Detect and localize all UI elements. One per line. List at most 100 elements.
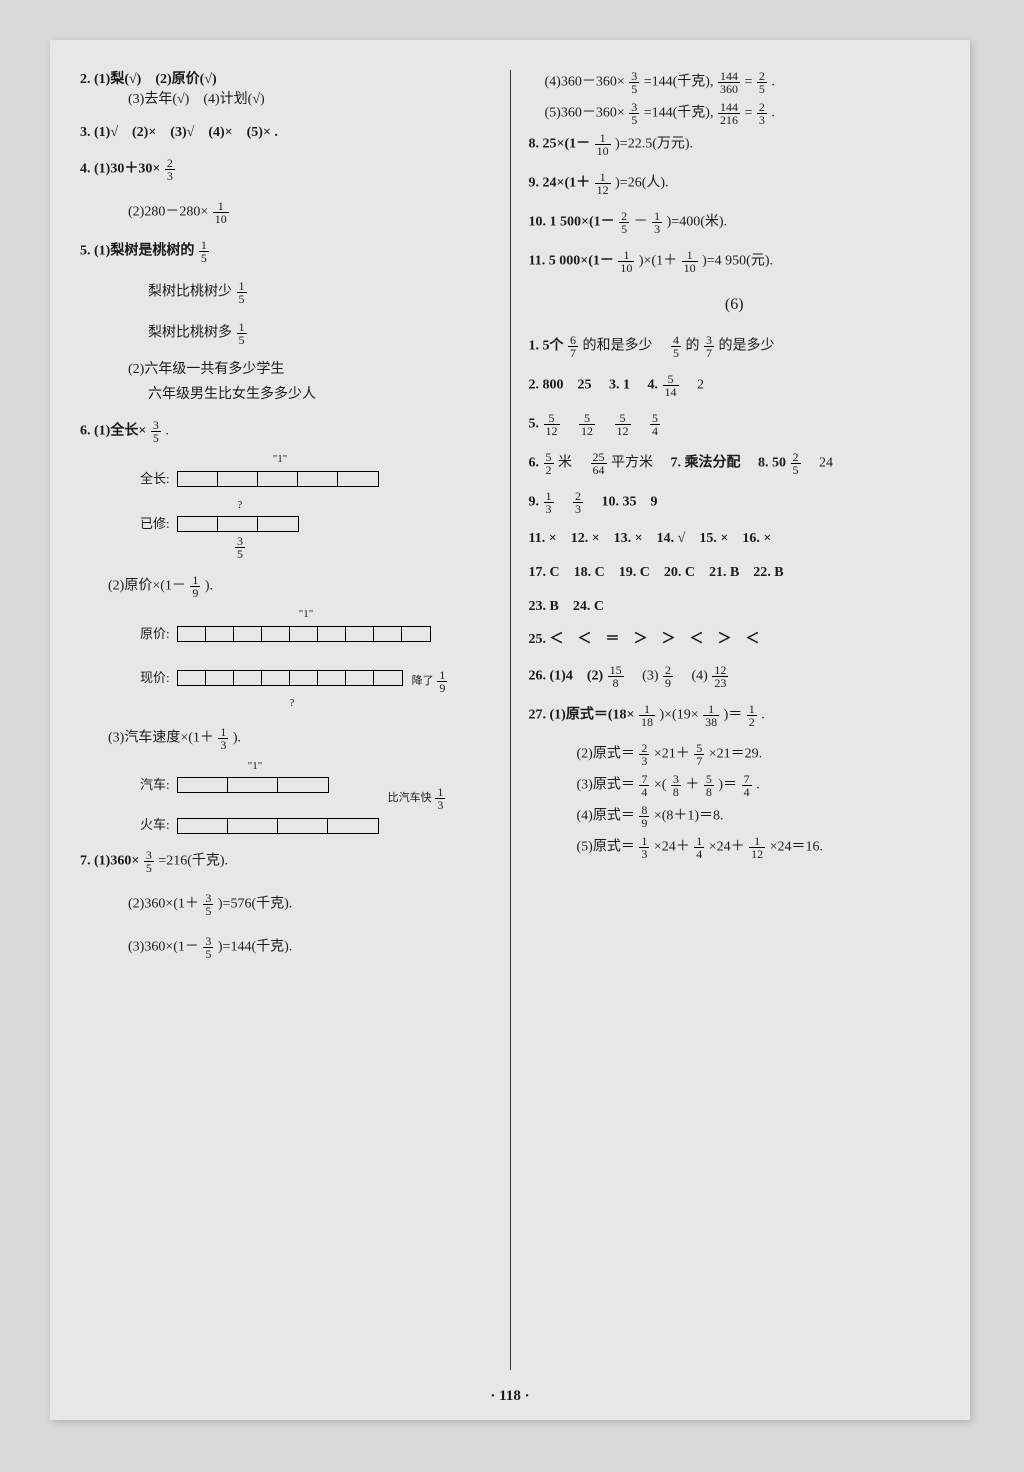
- t: )=4 950(元).: [702, 254, 773, 269]
- diagram-1: "1" 全长: ? 已修: 35: [140, 452, 492, 560]
- q7-3a: (3)360×(1－: [128, 939, 199, 954]
- section-6-header: (6): [529, 294, 941, 316]
- q7-3: (3)360×(1－ 35 )=144(千克).: [80, 935, 492, 960]
- frac: 15: [199, 239, 209, 264]
- bar-done: [177, 516, 299, 532]
- t: )=26(人).: [615, 176, 668, 191]
- bar-full: [177, 471, 379, 487]
- t: )＝: [718, 777, 737, 792]
- q6-2b: ).: [205, 579, 213, 594]
- s6-q27-2: (2)原式＝ 23 ×21＋ 57 ×21＝29.: [529, 742, 941, 767]
- label-now: 现价:: [140, 669, 170, 687]
- s6-q6-8: 6. 52 米 2564 平方米 7. 乘法分配 8. 50 25 24: [529, 451, 941, 476]
- frac: 35: [144, 849, 154, 874]
- brace-one: "1": [180, 452, 380, 467]
- t: )×(19×: [659, 707, 698, 722]
- t: 7. 乘法分配: [671, 456, 755, 471]
- frac: 15: [237, 321, 247, 346]
- q6-1: 6. (1)全长×: [80, 424, 146, 439]
- t: 2: [683, 378, 704, 393]
- s6-q27-3: (3)原式＝ 74 ×( 38 ＋ 58 )＝ 74 .: [529, 773, 941, 798]
- q9: 9. 24×(1＋ 112 )=26(人).: [529, 171, 941, 196]
- q8: 8. 25×(1－ 110 )=22.5(万元).: [529, 132, 941, 157]
- q-mark: ?: [180, 498, 300, 513]
- q6-3a: (3)汽车速度×(1＋: [108, 730, 214, 745]
- eq: =: [744, 106, 752, 121]
- bar-row-2c: 火车: 比汽车快 13: [140, 816, 492, 834]
- frac: 19: [190, 574, 200, 599]
- s6-q1: 1. 5个 67 的和是多少 45 的 37 的是多少: [529, 334, 941, 359]
- t: 24: [805, 456, 833, 471]
- t: 10. 35 9: [602, 495, 658, 510]
- t: (4): [677, 668, 707, 683]
- q7-1a: 7. (1)360×: [80, 853, 139, 868]
- t: ×21＝29.: [709, 746, 762, 761]
- content-area: 2. (1)梨(√) (2)原价(√) (3)去年(√) (4)计划(√) 3.…: [50, 40, 970, 1380]
- s6-q5: 5. 512 512 512 54: [529, 412, 941, 437]
- q3: 3. (1)√ (2)× (3)√ (4)× (5)× .: [80, 123, 492, 143]
- bar-train: [177, 818, 379, 834]
- t: 9.: [529, 495, 543, 510]
- q6-2a: (2)原价×(1－: [108, 579, 186, 594]
- label-orig: 原价:: [140, 625, 170, 643]
- t: 的: [686, 339, 700, 354]
- frac: 110: [213, 200, 229, 225]
- bar-row-2b: 现价: 降了 19: [140, 669, 492, 694]
- t: (3)原式＝: [577, 777, 635, 792]
- fast-note: 比汽车快 13: [388, 786, 447, 811]
- t: ×21＋: [654, 746, 690, 761]
- dot: .: [771, 106, 775, 121]
- s6-q2-4: 2. 800 25 3. 1 4. 514 2: [529, 373, 941, 398]
- t: (5)360－360×: [545, 106, 625, 121]
- s6-q11-16: 11. × 12. × 13. × 14. √ 15. × 16. ×: [529, 529, 941, 549]
- t: 26. (1)4 (2): [529, 668, 604, 683]
- t: (2)原式＝: [577, 746, 635, 761]
- q11: 11. 5 000×(1－ 110 )×(1＋ 110 )=4 950(元).: [529, 249, 941, 274]
- eq: =: [744, 75, 752, 90]
- s6-q27-5: (5)原式＝ 13 ×24＋ 14 ×24＋ 112 ×24＝16.: [529, 835, 941, 860]
- t: ×(8＋1)＝8.: [654, 808, 724, 823]
- s6-q25: 25. ＜ ＜ ＝ ＞ ＞ ＜ ＞ ＜: [529, 630, 941, 650]
- q4-2-text: (2)280－280×: [128, 205, 208, 220]
- q2-line1: 2. (1)梨(√) (2)原价(√): [80, 72, 217, 87]
- t: (4)原式＝: [577, 808, 635, 823]
- q5-2a: (2)六年级一共有多少学生: [80, 360, 492, 380]
- label-car: 汽车:: [140, 776, 170, 794]
- q7-5: (5)360－360× 35 =144(千克), 144216 = 23 .: [529, 101, 941, 126]
- q5-1c-row: 梨树比桃树多 15: [80, 321, 492, 346]
- t: (3): [628, 668, 658, 683]
- brace-one-2: "1": [180, 607, 432, 622]
- t: 11. 5 000×(1－: [529, 254, 614, 269]
- t: 5.: [529, 417, 543, 432]
- page-number: · 118 ·: [50, 1380, 970, 1405]
- bar-car: [177, 777, 329, 793]
- frac: 35: [203, 892, 213, 917]
- s6-q23-24: 23. B 24. C: [529, 597, 941, 617]
- t: ×(: [654, 777, 667, 792]
- q7-2a: (2)360×(1＋: [128, 896, 199, 911]
- s6-q27-1: 27. (1)原式＝(18× 118 )×(19× 138 )＝ 12 .: [529, 703, 941, 728]
- t: 6.: [529, 456, 543, 471]
- brace-one-3: "1": [180, 759, 330, 774]
- q6-3b: ).: [233, 730, 241, 745]
- page: 2. (1)梨(√) (2)原价(√) (3)去年(√) (4)计划(√) 3.…: [50, 40, 970, 1420]
- q4: 4. (1)30＋30× 23 (2)280－280× 110: [80, 157, 492, 225]
- q4-2: (2)280－280× 110: [80, 200, 492, 225]
- brace-frac: 35: [180, 535, 300, 560]
- t: 8. 50: [758, 456, 790, 471]
- q7-4: (4)360－360× 35 =144(千克), 144360 = 25 .: [529, 70, 941, 95]
- q10: 10. 1 500×(1－ 25 － 13 )=400(米).: [529, 210, 941, 235]
- t: =144(千克),: [644, 75, 714, 90]
- frac: 13: [218, 726, 228, 751]
- bar-orig: [177, 626, 431, 642]
- t: 1. 5个: [529, 339, 564, 354]
- frac: 15: [237, 280, 247, 305]
- bar-row-1b: 原价:: [140, 625, 492, 643]
- right-column: (4)360－360× 35 =144(千克), 144360 = 25 . (…: [511, 70, 941, 1370]
- q5-1b: 梨树比桃树少: [148, 285, 232, 300]
- t: .: [756, 777, 760, 792]
- q5-2b: 六年级男生比女生多多少人: [80, 385, 492, 405]
- diagram-2: "1" 原价: 现价: 降了: [140, 607, 492, 711]
- q6-2: (2)原价×(1－ 19 ).: [80, 574, 492, 599]
- s6-q9-10: 9. 13 23 10. 35 9: [529, 490, 941, 515]
